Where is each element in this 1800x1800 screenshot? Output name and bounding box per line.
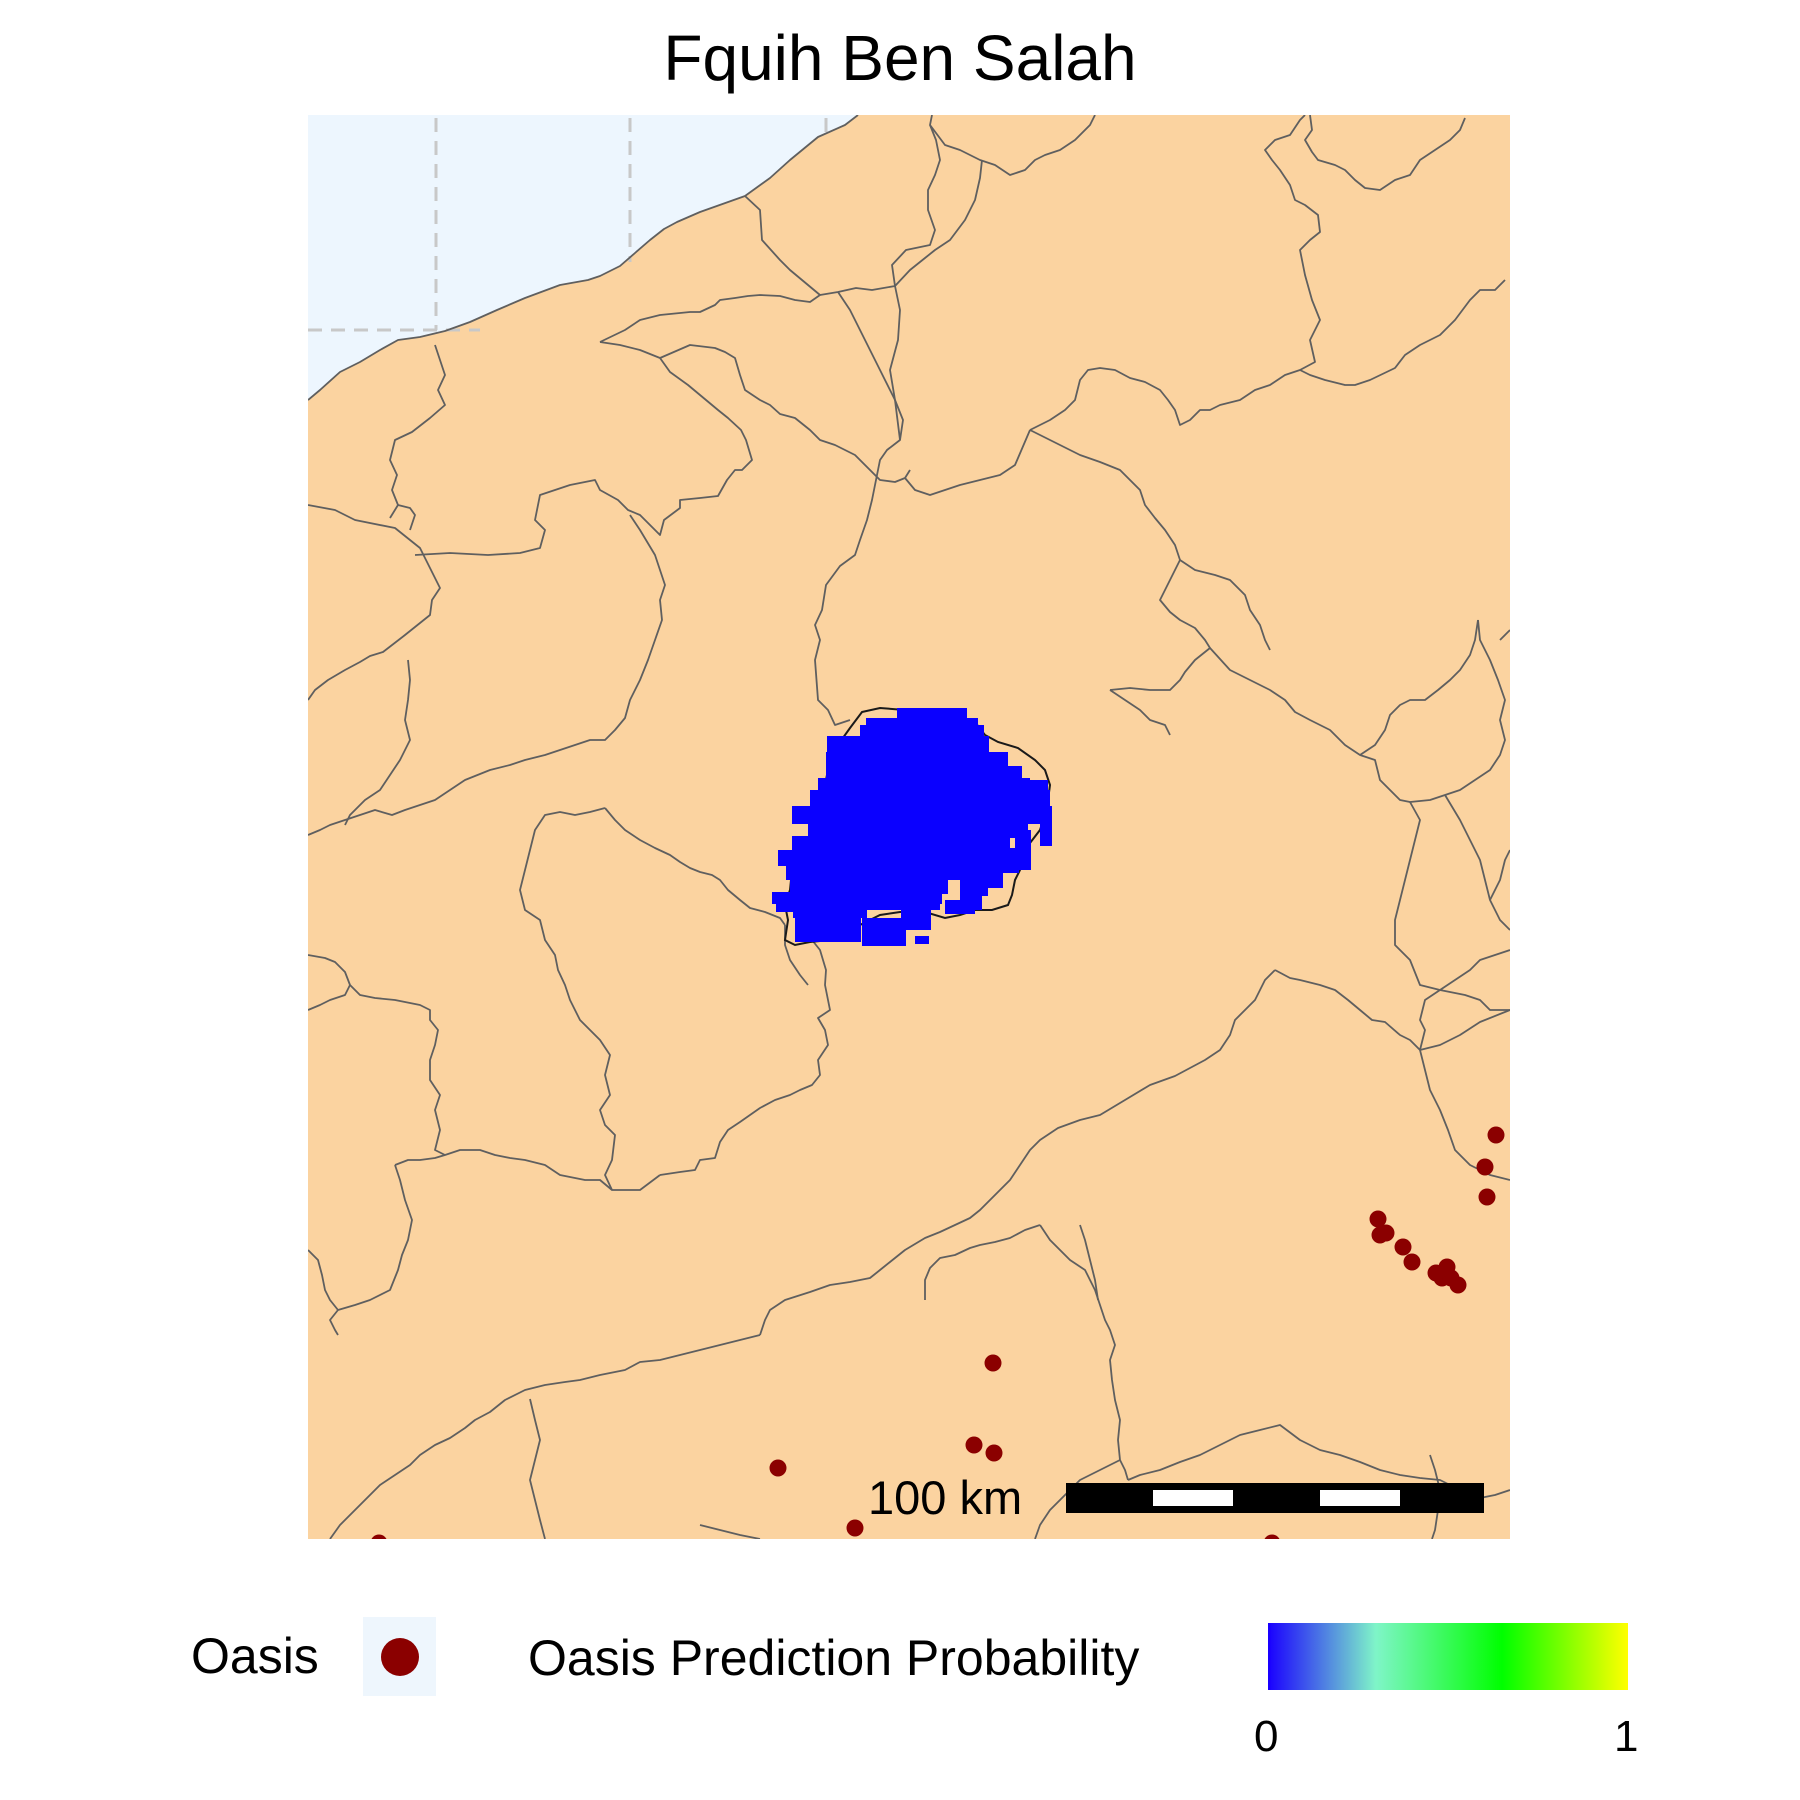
- oasis-marker: [1487, 1126, 1505, 1144]
- oasis-markers: [371, 1126, 1505, 1539]
- oasis-marker-icon: [381, 1638, 419, 1676]
- oasis-marker: [371, 1534, 387, 1539]
- oasis-marker: [965, 1436, 983, 1454]
- colorbar-max-label: 1: [1614, 1712, 1639, 1761]
- oasis-marker: [1264, 1534, 1280, 1539]
- prediction-raster: [772, 708, 1052, 946]
- scale-bar-label: 100 km: [868, 1471, 1023, 1524]
- oasis-marker: [1449, 1276, 1467, 1294]
- oasis-marker: [1394, 1238, 1412, 1256]
- oasis-marker: [1377, 1224, 1395, 1242]
- colorbar-min-label: 0: [1254, 1712, 1279, 1761]
- graticule-lines: [308, 118, 828, 332]
- probability-colorbar: [1268, 1623, 1628, 1690]
- oasis-marker: [846, 1519, 864, 1537]
- oasis-marker: [769, 1459, 787, 1477]
- oasis-marker: [1476, 1158, 1494, 1176]
- oasis-marker: [1478, 1188, 1496, 1206]
- legend-oasis-label: Oasis: [191, 1628, 319, 1684]
- map-title: Fquih Ben Salah: [663, 22, 1137, 94]
- legend-probability-label: Oasis Prediction Probability: [528, 1630, 1140, 1686]
- oasis-marker: [985, 1444, 1003, 1462]
- province-borders: [308, 115, 1510, 1539]
- atlantic-ocean: [308, 115, 858, 400]
- scale-bar: [1066, 1483, 1484, 1513]
- oasis-marker: [1403, 1253, 1421, 1271]
- legend-oasis-key: [363, 1617, 436, 1696]
- oasis-marker: [984, 1354, 1002, 1372]
- oasis-marker: [1369, 1210, 1387, 1228]
